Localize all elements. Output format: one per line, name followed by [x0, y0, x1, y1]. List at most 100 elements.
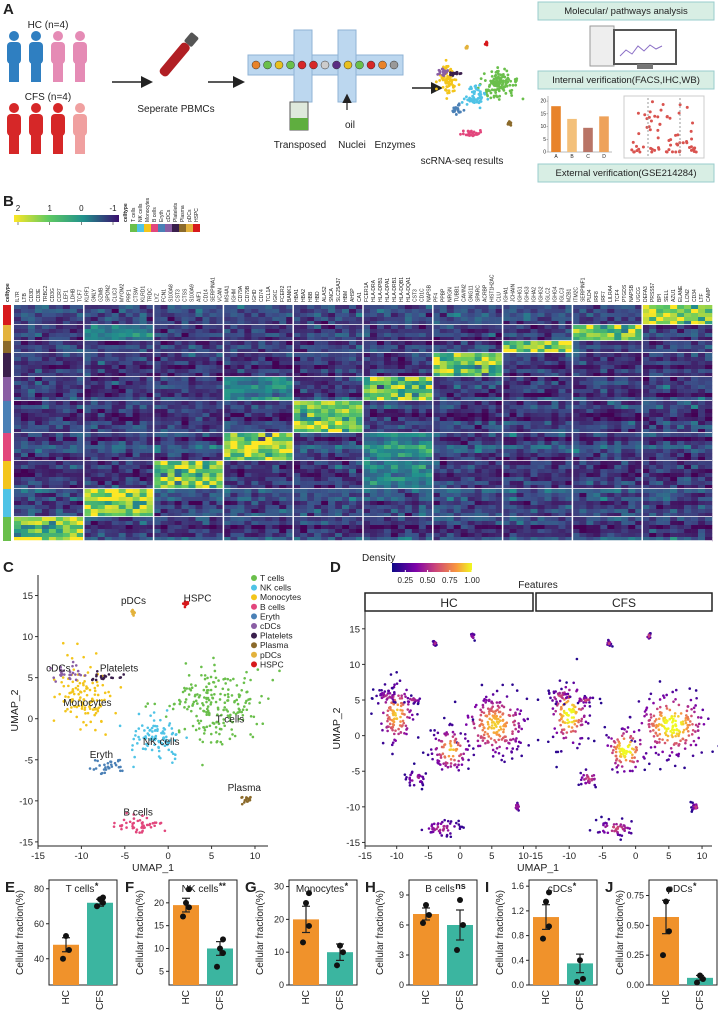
heatmap-cell	[642, 449, 650, 454]
mini-point	[494, 71, 498, 74]
heatmap-cell	[376, 425, 385, 430]
gene-label: CST3	[413, 289, 419, 302]
heatmap-cell	[125, 309, 133, 314]
heatmap-cell	[474, 473, 482, 478]
heatmap-cell	[104, 433, 113, 438]
heatmap-cell	[572, 385, 580, 390]
heatmap-cell	[90, 361, 99, 366]
heatmap-cell	[537, 353, 545, 358]
heatmap-cell	[188, 405, 196, 410]
heatmap-cell	[314, 469, 322, 474]
heatmap-cell	[663, 461, 671, 466]
heatmap-cell	[90, 417, 99, 422]
heatmap-cell	[432, 413, 441, 418]
heatmap-cell	[293, 361, 301, 366]
heatmap-cell	[411, 345, 420, 350]
heatmap-cell	[160, 345, 168, 350]
heatmap-cell	[265, 453, 273, 458]
heatmap-cell	[593, 377, 601, 382]
heatmap-cell	[349, 461, 357, 466]
heatmap-cell	[111, 469, 119, 474]
heatmap-cell	[62, 393, 71, 398]
mini-point	[497, 98, 501, 101]
heatmap-cell	[446, 429, 455, 434]
heatmap-cell	[453, 413, 462, 418]
heatmap-cell	[516, 313, 524, 318]
heatmap-cell	[62, 333, 71, 338]
heatmap-cell	[300, 349, 308, 354]
mini-point	[497, 76, 500, 80]
heatmap-cell	[216, 381, 224, 386]
heatmap-cell	[188, 349, 196, 354]
heatmap-cell	[558, 349, 566, 354]
heatmap-cell	[356, 321, 364, 326]
heatmap-cell	[516, 325, 524, 330]
heatmap-cell	[111, 337, 119, 342]
heatmap-cell	[600, 401, 608, 406]
heatmap-cell	[516, 365, 524, 370]
heatmap-cell	[174, 337, 182, 342]
heatmap-cell	[593, 449, 601, 454]
heatmap-cell	[404, 353, 413, 358]
heatmap-cell	[48, 325, 57, 330]
heatmap-cell	[516, 469, 524, 474]
heatmap-cell	[628, 305, 636, 310]
heatmap-cell	[383, 401, 392, 406]
heatmap-cell	[705, 325, 713, 330]
heatmap-cell	[97, 445, 106, 450]
heatmap-cell	[174, 341, 182, 346]
heatmap-cell	[621, 449, 629, 454]
heatmap-cell	[614, 473, 622, 478]
heatmap-cell	[230, 441, 238, 446]
heatmap-cell	[300, 441, 308, 446]
heatmap-cell	[195, 337, 203, 342]
heatmap-cell	[593, 313, 601, 318]
heatmap-cell	[314, 305, 322, 310]
heatmap-cell	[425, 393, 434, 398]
heatmap-cell	[642, 405, 650, 410]
heatmap-cell	[174, 441, 182, 446]
heatmap-cell	[565, 361, 573, 366]
heatmap-cell	[279, 361, 287, 366]
heatmap-cell	[495, 349, 503, 354]
heatmap-cell	[642, 329, 650, 334]
heatmap-cell	[335, 365, 343, 370]
legend-swatch	[193, 224, 200, 232]
heatmap-cell	[153, 353, 161, 358]
heatmap-cell	[153, 381, 161, 386]
heatmap-cell	[139, 433, 147, 438]
heatmap-cell	[502, 305, 510, 310]
heatmap-cell	[174, 465, 182, 470]
heatmap-cell	[579, 465, 587, 470]
heatmap-cell	[621, 357, 629, 362]
heatmap-cell	[153, 333, 161, 338]
heatmap-cell	[216, 333, 224, 338]
heatmap-cell	[523, 321, 531, 326]
heatmap-cell	[411, 429, 420, 434]
heatmap-cell	[600, 425, 608, 430]
heatmap-cell	[684, 333, 692, 338]
heatmap-cell	[649, 377, 657, 382]
heatmap-cell	[383, 413, 392, 418]
mini-point	[437, 68, 441, 72]
heatmap-cell	[376, 365, 385, 370]
heatmap-cell	[244, 437, 252, 442]
heatmap-cell	[684, 377, 692, 382]
heatmap-cell	[530, 333, 538, 338]
heatmap-cell	[62, 365, 71, 370]
heatmap-cell	[307, 421, 315, 426]
heatmap-cell	[376, 429, 385, 434]
heatmap-cell	[621, 437, 629, 442]
heatmap-cell	[439, 385, 448, 390]
heatmap-cell	[495, 393, 503, 398]
heatmap-cell	[390, 405, 399, 410]
heatmap-cell	[572, 445, 580, 450]
heatmap-cell	[139, 349, 147, 354]
heatmap-cell	[265, 325, 273, 330]
heatmap-cell	[20, 349, 29, 354]
heatmap-cell	[481, 337, 489, 342]
heatmap-cell	[146, 401, 154, 406]
heatmap-cell	[69, 401, 78, 406]
heatmap-cell	[453, 417, 462, 422]
heatmap-cell	[195, 461, 203, 466]
